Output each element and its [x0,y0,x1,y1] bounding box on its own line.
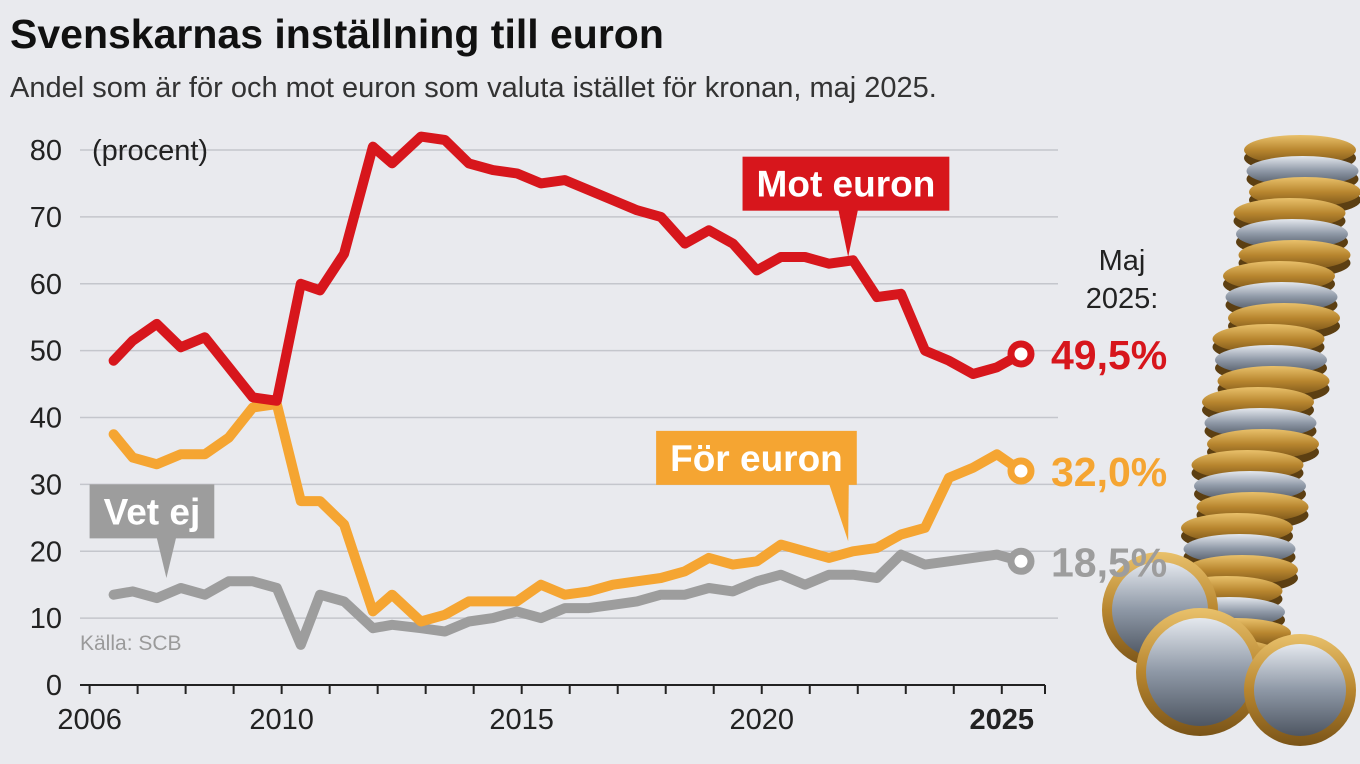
end-labels: 18,5% 32,0% 49,5% [1007,332,1167,585]
series-for-end-marker [1007,457,1035,485]
coin-13 [1204,408,1317,438]
y-tick-30: 30 [30,469,62,501]
callout-mot-label: Mot euron [757,164,936,205]
coin-19 [1183,534,1296,564]
coin-10 [1215,345,1327,375]
x-tick-2025: 2025 [970,704,1035,736]
coin-0 [1244,135,1356,165]
callout-for-label: För euron [670,438,843,479]
callout-layer: Mot euron För euron Vet ej [89,156,950,578]
gridlines [80,149,1058,619]
x-axis: 2006 2010 2015 2020 2025 [57,684,1046,736]
y-tick-50: 50 [30,336,62,368]
series-mot-line [108,131,1026,406]
callout-for-pointer [828,482,849,542]
series-mot-end-marker [1007,340,1035,368]
coin-15 [1191,450,1304,480]
y-axis-ticks: 0 10 20 30 40 50 60 70 80 [30,135,62,702]
maj-label-line1: Maj [1099,245,1146,277]
callout-vet-pointer [156,536,177,578]
chart-title: Svenskarnas inställning till euron [10,11,664,57]
callout-for-box [656,430,857,485]
coin-6 [1223,261,1335,291]
coin-12 [1202,387,1314,417]
series-for-line [108,399,1026,627]
coin-18 [1181,513,1293,543]
series-vet-line [108,549,1026,650]
y-tick-20: 20 [30,536,62,568]
coin-4 [1236,219,1348,249]
coin-7 [1225,282,1338,312]
series-for-end-label: 32,0% [1051,449,1167,495]
y-tick-70: 70 [30,202,62,234]
y-axis-label: (procent) [92,135,208,167]
series-layer [108,131,1026,650]
series-vet-end-marker [1007,547,1035,575]
y-tick-10: 10 [30,603,62,635]
y-tick-0: 0 [46,670,62,702]
x-tick-2015: 2015 [489,704,554,736]
coin-3 [1233,198,1346,228]
series-vet-end-label: 18,5% [1051,539,1167,585]
loose-coin-1 [1146,618,1254,726]
callout-vet-label: Vet ej [104,491,201,532]
callout-vet-box [89,484,215,539]
coin-1 [1246,156,1359,186]
y-tick-40: 40 [30,403,62,435]
coin-9 [1212,324,1325,354]
y-tick-80: 80 [30,135,62,167]
coin-16 [1194,471,1306,501]
x-tick-2006: 2006 [57,704,122,736]
source-label: Källa: SCB [80,632,182,655]
maj-label-line2: 2025: [1086,283,1159,315]
euro-coin-stack-icon [1102,135,1360,746]
chart-subtitle: Andel som är för och mot euron som valut… [10,72,937,104]
y-tick-60: 60 [30,269,62,301]
callout-mot-pointer [838,208,859,257]
series-mot-end-label: 49,5% [1051,332,1167,378]
loose-coin-2 [1254,644,1346,736]
callout-mot-box [742,156,950,211]
x-tick-2010: 2010 [249,704,314,736]
x-tick-2020: 2020 [729,704,794,736]
